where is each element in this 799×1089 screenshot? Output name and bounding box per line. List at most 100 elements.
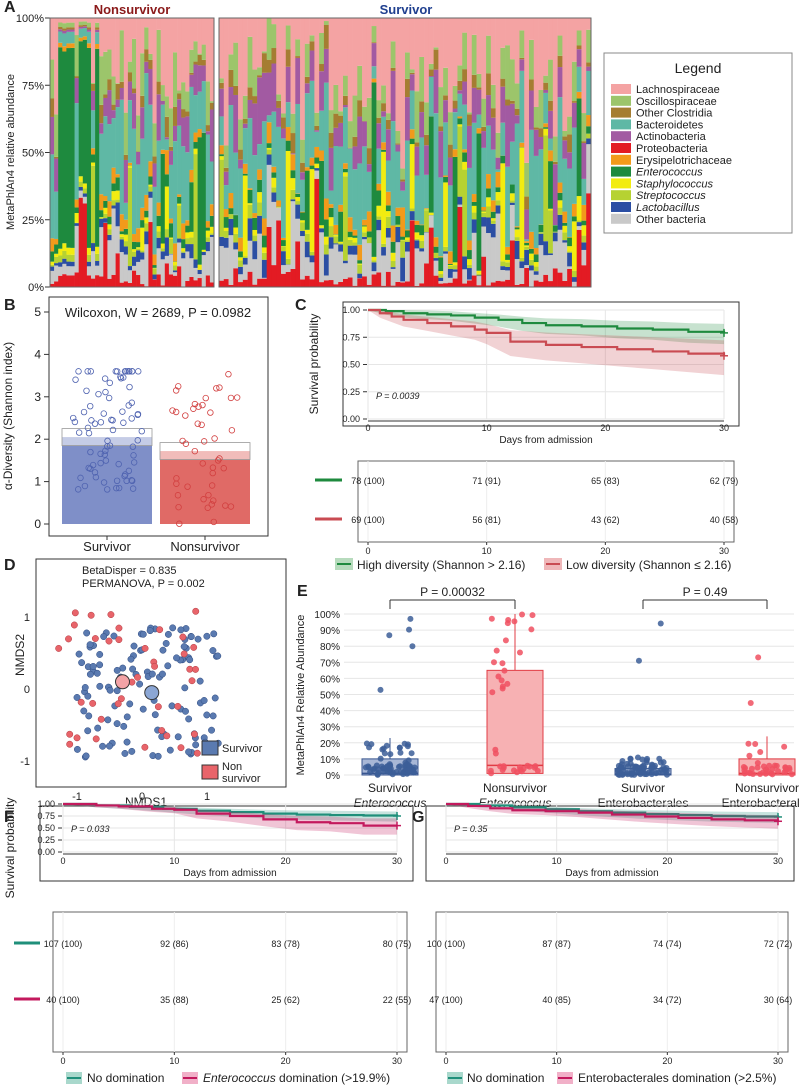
stacked-segment-other-clostridia xyxy=(148,59,153,69)
tick-label-risk-x: 10 xyxy=(552,1056,562,1066)
stacked-segment-streptococcus xyxy=(366,237,372,244)
stacked-segment-bacteroidetes xyxy=(428,77,434,117)
point-e xyxy=(499,766,506,773)
stacked-segment-lachnospiraceae xyxy=(252,18,258,70)
stacked-segment-staphylococcus xyxy=(304,229,310,234)
point-e xyxy=(620,764,627,771)
stacked-segment-lachnospiraceae xyxy=(111,18,116,77)
stacked-segment-proteobacteria xyxy=(281,273,287,287)
point-e xyxy=(754,759,761,766)
point-d-survivor xyxy=(78,659,86,667)
stacked-segment-staphylococcus xyxy=(533,262,539,267)
stacked-segment-lactobacillus xyxy=(54,263,59,266)
stacked-segment-oscillospiraceae xyxy=(111,76,116,105)
stacked-segment-streptococcus xyxy=(168,238,174,254)
stacked-segment-actinobacteria xyxy=(304,83,310,94)
stacked-segment-oscillospiraceae xyxy=(78,21,84,26)
stacked-segment-other-clostridia xyxy=(309,41,315,51)
stacked-segment-erysipelotrichaceae xyxy=(524,241,530,243)
point-d-nonsurvivor xyxy=(66,740,74,748)
stacked-segment-lachnospiraceae xyxy=(409,18,415,70)
stacked-segment-proteobacteria xyxy=(576,229,582,287)
stacked-segment-actinobacteria xyxy=(300,172,306,180)
stacked-segment-other-clostridia xyxy=(62,28,67,31)
stacked-segment-streptococcus xyxy=(140,250,145,253)
stacked-segment-streptococcus xyxy=(107,229,112,235)
stacked-segment-other-clostridia xyxy=(257,75,263,78)
point-b xyxy=(173,480,180,487)
panel-d-frame xyxy=(35,558,287,788)
stacked-segment-streptococcus xyxy=(285,258,291,265)
stacked-segment-streptococcus xyxy=(70,254,75,262)
stacked-segment-proteobacteria xyxy=(99,276,104,287)
stacked-segment-erysipelotrichaceae xyxy=(586,115,592,127)
stacked-segment-lachnospiraceae xyxy=(571,18,577,62)
stacked-segment-bacteroidetes xyxy=(247,118,253,189)
stacked-segment-erysipelotrichaceae xyxy=(132,234,137,242)
stacked-segment-lachnospiraceae xyxy=(352,18,358,96)
stacked-segment-enterococcus xyxy=(414,224,420,233)
risk-value: 25 (62) xyxy=(271,995,300,1005)
stacked-segment-streptococcus xyxy=(58,255,63,263)
stacked-segment-staphylococcus xyxy=(362,226,368,233)
point-d-survivor xyxy=(209,712,217,720)
stacked-segment-lactobacillus xyxy=(509,202,515,205)
stacked-segment-streptococcus xyxy=(309,251,315,256)
stacked-segment-lachnospiraceae xyxy=(242,18,248,96)
stacked-segment-lactobacillus xyxy=(343,260,349,264)
stacked-segment-oscillospiraceae xyxy=(74,35,79,77)
tick-label-risk-x: 30 xyxy=(392,1056,402,1066)
stacked-segment-streptococcus xyxy=(123,241,129,247)
stacked-segment-staphylococcus xyxy=(481,211,487,213)
point-b xyxy=(109,426,117,434)
stacked-segment-staphylococcus xyxy=(338,241,344,244)
stacked-segment-proteobacteria xyxy=(524,267,530,287)
stacked-segment-oscillospiraceae xyxy=(552,136,558,162)
point-b xyxy=(115,484,123,492)
legend-title-a: Legend xyxy=(675,60,722,76)
stacked-segment-other-bacteria xyxy=(238,274,244,283)
stacked-segment-lactobacillus xyxy=(414,240,420,249)
stacked-segment-erysipelotrichaceae xyxy=(400,207,406,237)
stacked-segment-staphylococcus xyxy=(447,264,453,267)
stacked-segment-staphylococcus xyxy=(376,205,382,217)
stacked-segment-erysipelotrichaceae xyxy=(362,219,368,226)
point-d-survivor xyxy=(166,746,174,754)
stacked-segment-actinobacteria xyxy=(314,130,320,132)
bar-b xyxy=(160,451,250,524)
stacked-segment-lachnospiraceae xyxy=(552,18,558,137)
point-e xyxy=(408,750,415,757)
stacked-segment-proteobacteria xyxy=(581,265,587,287)
stacked-segment-other-clostridia xyxy=(99,104,104,124)
stacked-segment-lactobacillus xyxy=(271,192,277,202)
tick-label-risk-x: 10 xyxy=(169,1056,179,1066)
risk-value: 40 (85) xyxy=(542,995,571,1005)
point-b xyxy=(97,450,104,458)
stacked-segment-streptococcus xyxy=(538,232,544,234)
stacked-segment-lactobacillus xyxy=(247,218,253,241)
stacked-segment-bacteroidetes xyxy=(66,31,71,44)
stacked-segment-enterococcus xyxy=(376,190,382,206)
stacked-segment-other-bacteria xyxy=(567,266,573,269)
stacked-segment-streptococcus xyxy=(405,240,411,242)
legend-label-a: Enterococcus xyxy=(636,167,703,179)
stacked-segment-lactobacillus xyxy=(181,252,186,259)
stacked-segment-lactobacillus xyxy=(123,246,129,255)
stacked-segment-other-clostridia xyxy=(519,57,525,60)
risk-value: 87 (87) xyxy=(542,939,571,949)
point-e xyxy=(411,764,418,771)
stacked-segment-lactobacillus xyxy=(319,228,325,233)
survival-curve xyxy=(63,802,397,827)
point-d-nonsurvivor xyxy=(105,637,113,645)
stacked-segment-lachnospiraceae xyxy=(433,18,439,48)
stacked-segment-other-bacteria xyxy=(99,227,104,277)
stacked-segment-erysipelotrichaceae xyxy=(193,132,198,143)
stacked-segment-oscillospiraceae xyxy=(395,130,401,144)
point-b xyxy=(199,401,206,409)
stacked-segment-actinobacteria xyxy=(290,153,296,155)
stacked-segment-actinobacteria xyxy=(438,131,444,178)
tick-label-km-x: 30 xyxy=(719,423,729,433)
point-b xyxy=(172,408,180,416)
stacked-segment-lactobacillus xyxy=(132,256,137,266)
